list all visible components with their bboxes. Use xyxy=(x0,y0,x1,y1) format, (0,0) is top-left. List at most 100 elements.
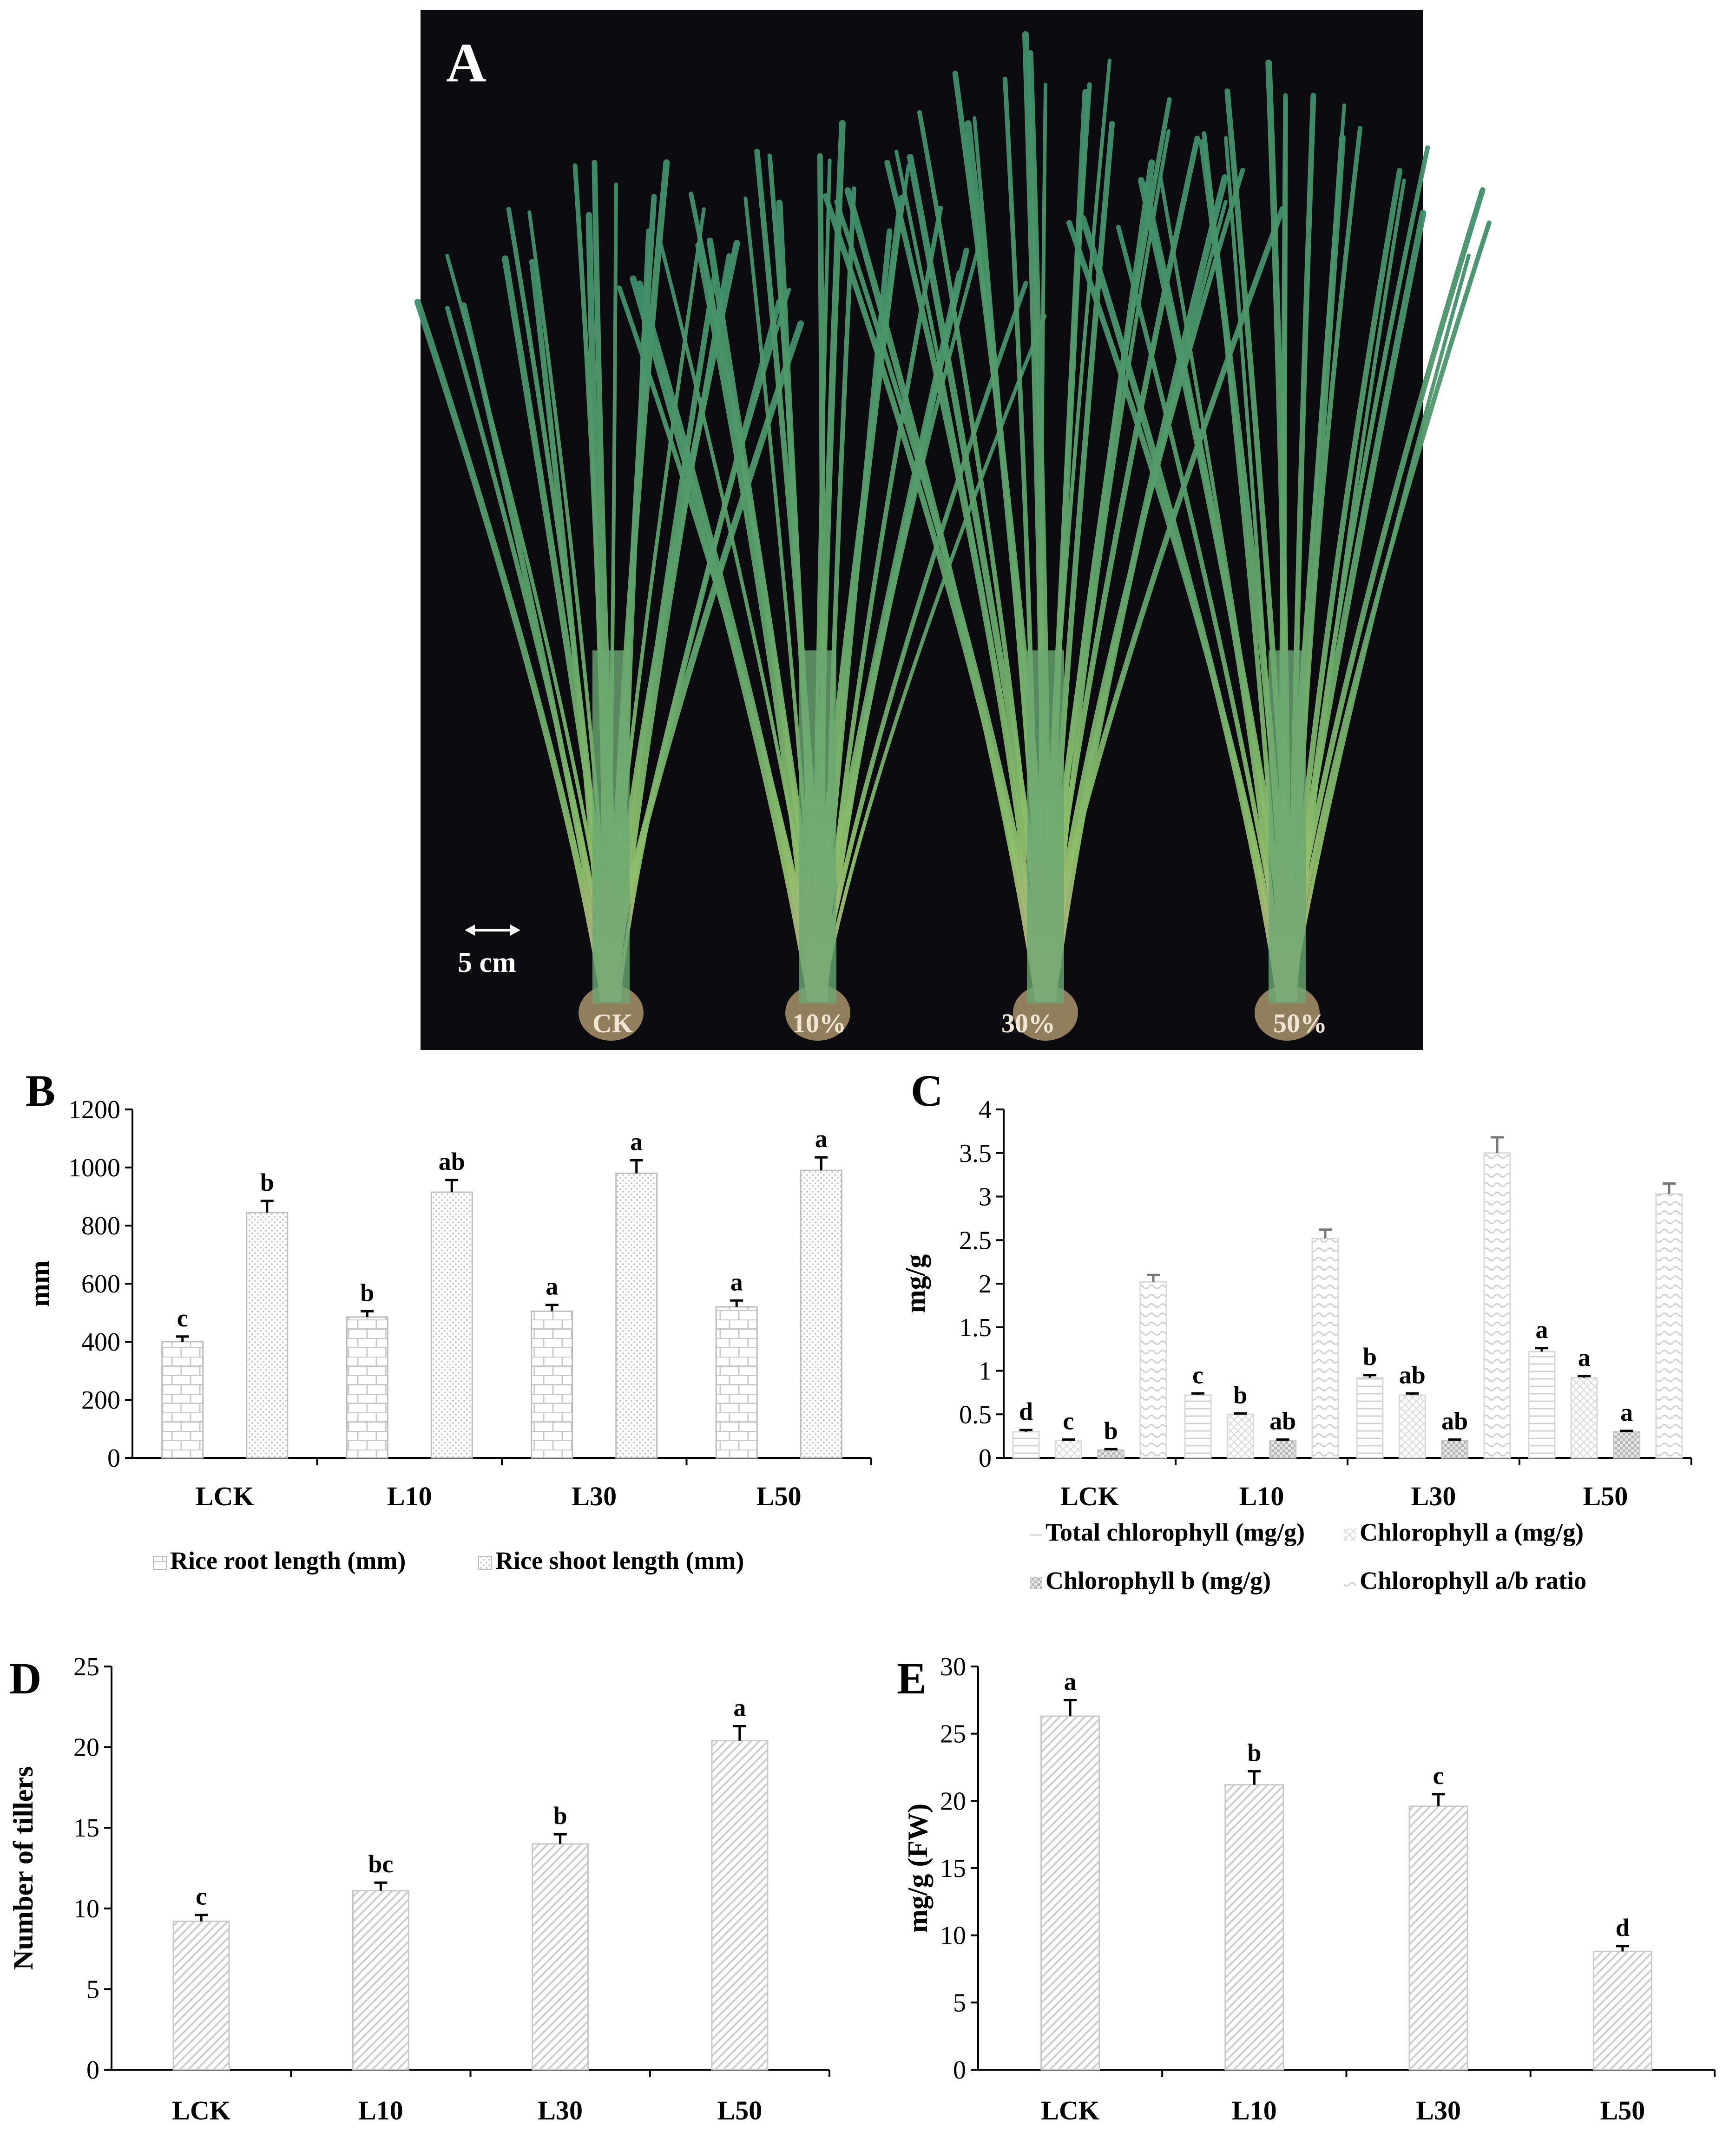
bar-c xyxy=(1226,1413,1254,1459)
y-tick-label-d: 20 xyxy=(73,1733,99,1762)
legend-label-chlorophyll-b: Chlorophyll b (mg/g) xyxy=(1046,1567,1271,1594)
chart-b: 0 200 400 600 800 1000 1200 mm LCK c b L10 b ab L30 a a L… xyxy=(24,1096,872,1511)
bar-c xyxy=(1356,1377,1384,1459)
y-axis-title-d: Number of tillers xyxy=(8,1766,39,1970)
y-tick-label-d: 15 xyxy=(73,1814,99,1843)
significance-letter-c: b xyxy=(1363,1343,1377,1371)
legend-b: Rice root length (mm) Rice shoot length … xyxy=(153,1547,744,1574)
scale-label: 5 cm xyxy=(458,947,516,978)
x-tick-label-e: L50 xyxy=(1600,2095,1645,2125)
significance-letter-b: c xyxy=(177,1304,188,1332)
y-tick-label-e: 30 xyxy=(940,1653,966,1681)
panel-b-letter: B xyxy=(26,1066,55,1115)
y-tick-label-b: 400 xyxy=(81,1328,120,1357)
significance-letter-b: ab xyxy=(439,1148,465,1175)
rice-leaf-icon xyxy=(822,193,1045,1002)
rice-leaf-icon xyxy=(414,299,607,1002)
bar-d xyxy=(172,1921,230,2071)
y-tick-label-c: 3 xyxy=(979,1183,992,1212)
x-tick-label-e: LCK xyxy=(1041,2095,1099,2125)
x-tick-label-c: L50 xyxy=(1583,1481,1628,1511)
significance-letter-b: a xyxy=(730,1268,743,1296)
bar-b xyxy=(430,1191,473,1459)
bar-c xyxy=(1269,1440,1297,1459)
y-tick-label-c: 1.5 xyxy=(959,1313,992,1342)
x-tick-label-b: L10 xyxy=(387,1481,432,1511)
significance-letter-e: b xyxy=(1247,1739,1261,1767)
rice-stem-icon xyxy=(1027,650,1064,1004)
legend-label-shoot-length: Rice shoot length (mm) xyxy=(495,1547,744,1574)
significance-letter-c: ab xyxy=(1269,1407,1296,1435)
significance-letter-c: ab xyxy=(1441,1407,1468,1435)
bar-e xyxy=(1592,1950,1652,2071)
plant-label-50: 50% xyxy=(1273,1008,1327,1038)
x-tick-label-c: L10 xyxy=(1239,1481,1284,1511)
y-tick-label-b: 0 xyxy=(107,1444,120,1473)
bar-b xyxy=(531,1310,573,1459)
y-tick-label-c: 2 xyxy=(979,1270,992,1299)
significance-letter-c: ab xyxy=(1399,1361,1426,1389)
significance-letter-b: a xyxy=(630,1128,643,1155)
rice-stem-icon xyxy=(1269,650,1306,1004)
significance-letter-d: bc xyxy=(368,1850,393,1878)
rice-leaf-icon xyxy=(637,280,817,1002)
significance-letter-c: c xyxy=(1192,1361,1203,1389)
x-tick-label-d: L50 xyxy=(717,2095,763,2125)
significance-letter-e: a xyxy=(1064,1667,1077,1695)
y-tick-label-c: 4 xyxy=(979,1096,992,1124)
bar-c xyxy=(1483,1152,1511,1459)
significance-letter-d: a xyxy=(733,1693,746,1721)
legend-swatch-total-chlorophyll xyxy=(1030,1528,1042,1541)
bar-b xyxy=(246,1212,289,1459)
panel-b: B 0 200 400 600 800 1000 1200 mm LCK c b L10 b ab L30 a… xyxy=(24,1066,872,1574)
panel-e: E 0 5 10 15 20 25 30 mg/g (FW) LCK a L10 b L30 c L50 d xyxy=(897,1653,1716,2125)
y-tick-label-d: 5 xyxy=(86,1975,99,2004)
legend-label-root-length: Rice root length (mm) xyxy=(170,1547,406,1574)
bar-c xyxy=(1012,1431,1040,1459)
plant-label-30: 30% xyxy=(1001,1008,1055,1038)
panel-a: A 5 cm CK 10% 30% 50% xyxy=(414,10,1492,1050)
bar-c xyxy=(1054,1440,1082,1459)
legend-swatch-chlorophyll-b xyxy=(1030,1577,1042,1589)
significance-letter-d: c xyxy=(196,1883,207,1910)
scale-arrow-icon xyxy=(465,925,520,936)
chart-e: 0 5 10 15 20 25 30 mg/g (FW) LCK a L10 b L30 c L50 d xyxy=(902,1653,1716,2125)
rice-stem-icon xyxy=(799,650,836,1004)
y-tick-label-b: 200 xyxy=(81,1386,120,1415)
x-tick-label-d: LCK xyxy=(172,2095,230,2125)
panel-d: D 0 5 10 15 20 25 Number of tillers LCK c L10 bc L3… xyxy=(8,1653,830,2125)
x-tick-label-b: LCK xyxy=(196,1481,254,1511)
y-tick-label-d: 25 xyxy=(73,1653,99,1681)
bar-c xyxy=(1441,1440,1469,1459)
bar-b xyxy=(346,1316,388,1459)
bar-e xyxy=(1224,1784,1284,2071)
significance-letter-b: b xyxy=(260,1168,274,1196)
rice-leaf-icon xyxy=(820,314,1047,1001)
rice-leaf-icon xyxy=(1066,220,1286,1002)
significance-letter-c: a xyxy=(1578,1344,1591,1371)
x-tick-label-c: L30 xyxy=(1411,1481,1456,1511)
bar-b xyxy=(161,1341,204,1459)
bar-c xyxy=(1570,1377,1598,1459)
y-tick-label-e: 25 xyxy=(940,1720,966,1749)
bar-b xyxy=(715,1306,758,1459)
x-tick-label-e: L10 xyxy=(1232,2095,1277,2125)
y-tick-label-c: 0.5 xyxy=(959,1400,992,1429)
y-tick-label-c: 2.5 xyxy=(959,1226,992,1255)
significance-letter-e: c xyxy=(1433,1762,1444,1790)
significance-letter-c: d xyxy=(1019,1397,1033,1425)
x-tick-label-e: L30 xyxy=(1416,2095,1461,2125)
bar-c xyxy=(1311,1238,1339,1459)
legend-swatch-ab-ratio xyxy=(1344,1577,1356,1589)
bar-c xyxy=(1528,1351,1556,1459)
bar-d xyxy=(711,1740,769,2071)
legend-label-ab-ratio: Chlorophyll a/b ratio xyxy=(1360,1567,1586,1594)
y-tick-label-e: 20 xyxy=(940,1787,966,1816)
bar-e xyxy=(1040,1715,1100,2071)
y-tick-label-d: 0 xyxy=(86,2056,99,2085)
significance-letter-c: b xyxy=(1233,1381,1247,1409)
y-tick-label-b: 1200 xyxy=(68,1096,120,1124)
rice-stem-icon xyxy=(592,650,630,1004)
